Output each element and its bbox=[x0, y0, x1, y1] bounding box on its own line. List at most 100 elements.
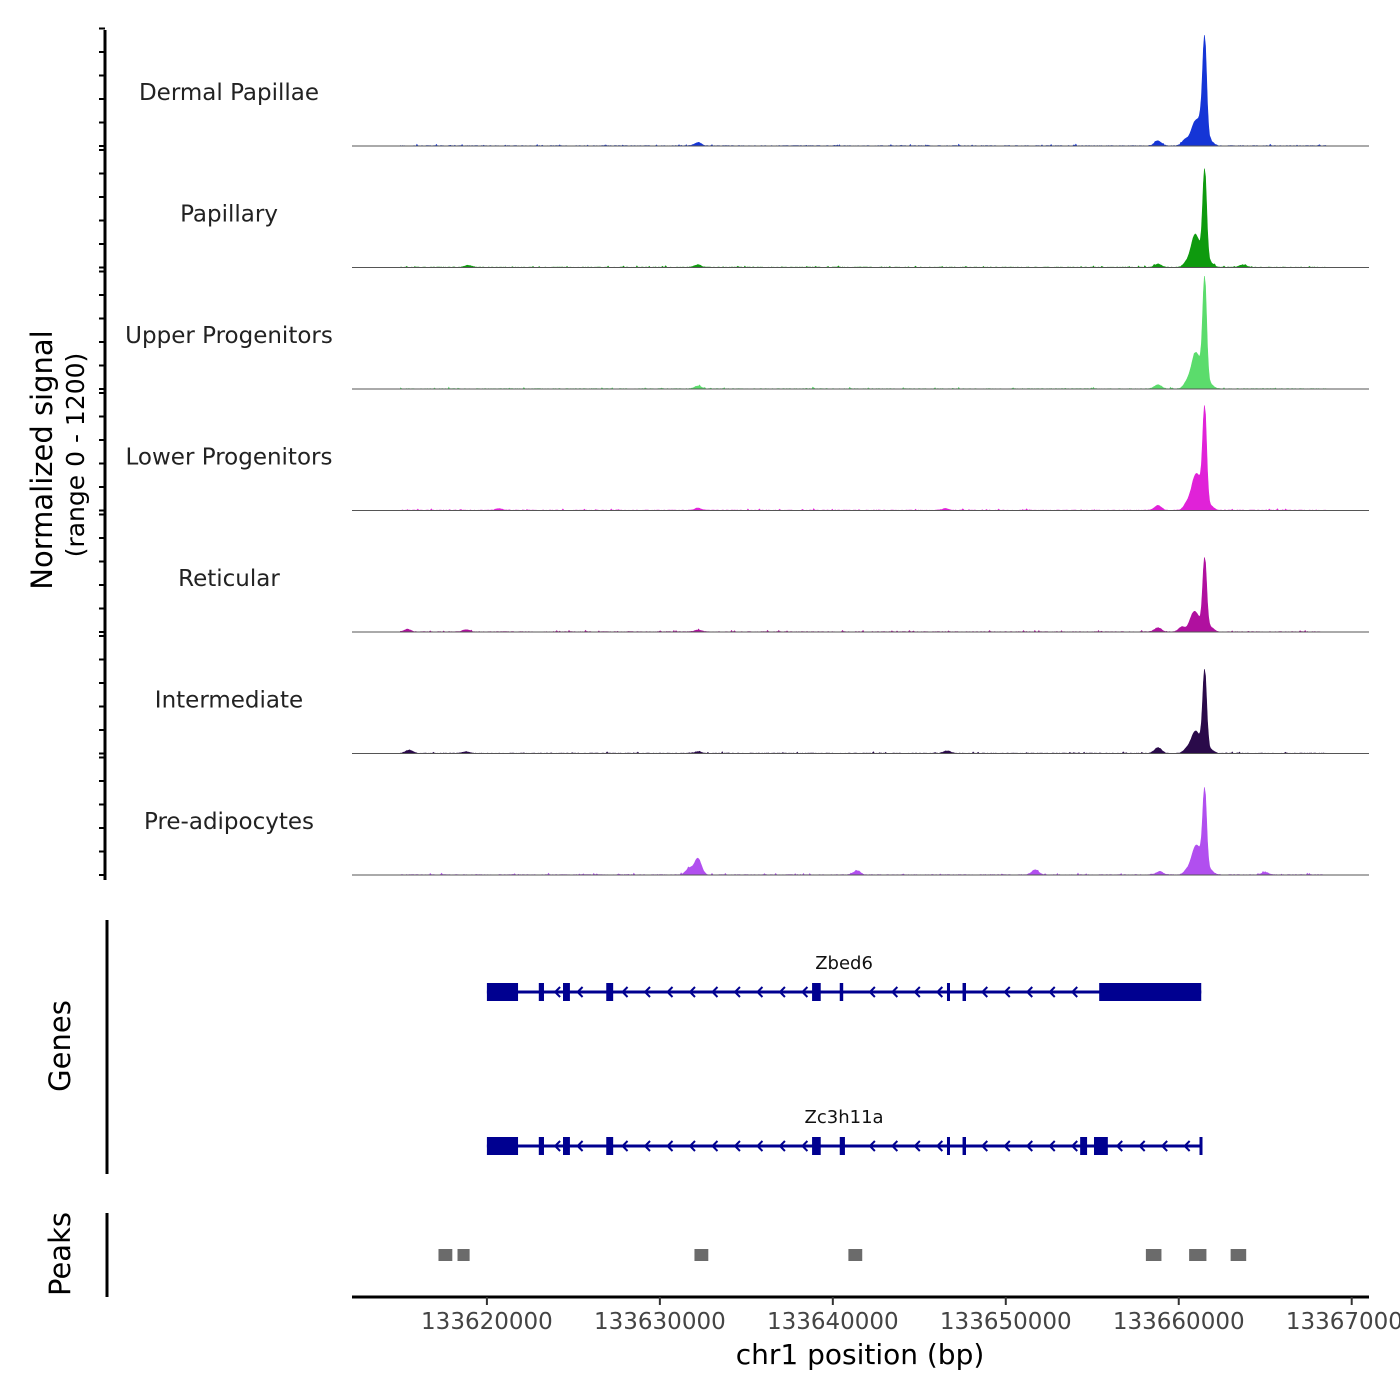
strand-arrow bbox=[1115, 1140, 1123, 1152]
exon-block bbox=[1093, 1137, 1108, 1155]
gene-track: Zbed6 Zc3h11a bbox=[486, 953, 1203, 1155]
signal-area bbox=[400, 168, 1327, 268]
genes-ylabel: Genes bbox=[43, 1000, 77, 1092]
exon-block bbox=[538, 983, 544, 1001]
x-tick-label: 133670000 bbox=[1286, 1309, 1400, 1335]
signal-area bbox=[400, 35, 1327, 147]
strand-arrow bbox=[980, 1140, 989, 1152]
track-label: Dermal Papillae bbox=[139, 80, 319, 106]
peak-region bbox=[438, 1249, 453, 1261]
signal-area bbox=[400, 275, 1327, 390]
strand-arrow bbox=[643, 986, 651, 998]
exon-block bbox=[839, 983, 844, 1001]
x-tick-label: 133660000 bbox=[1113, 1309, 1245, 1335]
strand-arrow bbox=[1025, 1140, 1033, 1152]
strand-arrow bbox=[666, 1140, 674, 1152]
strand-arrow bbox=[778, 1140, 786, 1152]
strand-arrow bbox=[1048, 986, 1056, 998]
strand-arrow bbox=[1003, 986, 1011, 998]
x-tick-label: 133640000 bbox=[767, 1309, 899, 1335]
exon-block bbox=[486, 1137, 519, 1155]
strand-arrow bbox=[980, 986, 989, 998]
peak-region bbox=[1145, 1249, 1162, 1261]
strand-arrow bbox=[1048, 1140, 1056, 1152]
strand-arrow bbox=[621, 986, 629, 998]
strand-arrow bbox=[801, 986, 809, 998]
exon-block bbox=[563, 1137, 570, 1155]
strand-arrow bbox=[1070, 1140, 1078, 1152]
strand-arrow bbox=[1003, 1140, 1011, 1152]
exon-block bbox=[486, 983, 519, 1001]
exon-block bbox=[1080, 1137, 1088, 1155]
strand-arrow bbox=[868, 986, 876, 998]
exon-block bbox=[962, 983, 967, 1001]
strand-arrow bbox=[621, 1140, 629, 1152]
strand-arrow bbox=[1160, 1140, 1168, 1152]
strand-arrow bbox=[643, 1140, 651, 1152]
strand-arrow bbox=[733, 986, 741, 998]
signal-area bbox=[400, 787, 1327, 876]
strand-arrow bbox=[733, 1140, 741, 1152]
x-tick-label: 133650000 bbox=[940, 1309, 1072, 1335]
signal-ylabel-line1: Normalized signal bbox=[25, 330, 59, 589]
exon-block bbox=[962, 1137, 967, 1155]
exon-block bbox=[1099, 983, 1202, 1001]
strand-arrow bbox=[801, 1140, 809, 1152]
strand-arrow bbox=[890, 986, 899, 998]
exon-block bbox=[812, 983, 821, 1001]
strand-arrow bbox=[576, 1140, 584, 1152]
strand-arrow bbox=[756, 1140, 764, 1152]
strand-arrow bbox=[935, 986, 944, 998]
signal-tracks: Dermal Papillae Papillary Upper Progenitor… bbox=[125, 35, 1369, 876]
strand-arrow bbox=[1025, 986, 1033, 998]
strand-arrow bbox=[553, 1140, 561, 1152]
strand-arrow bbox=[868, 1140, 876, 1152]
exon-block bbox=[1199, 1137, 1203, 1155]
strand-arrow bbox=[666, 986, 674, 998]
peak-region bbox=[457, 1249, 470, 1261]
strand-arrow bbox=[576, 986, 584, 998]
strand-arrow bbox=[1070, 986, 1078, 998]
exon-block bbox=[538, 1137, 544, 1155]
strand-arrow bbox=[890, 1140, 899, 1152]
track-label: Intermediate bbox=[155, 688, 303, 714]
exon-block bbox=[812, 1137, 821, 1155]
strand-arrow bbox=[688, 986, 696, 998]
exon-block bbox=[946, 983, 950, 1001]
peak-region bbox=[1230, 1249, 1247, 1261]
x-tick-label: 133630000 bbox=[594, 1309, 726, 1335]
strand-arrow bbox=[711, 1140, 719, 1152]
track-label: Upper Progenitors bbox=[125, 323, 333, 349]
peak-track bbox=[438, 1249, 1247, 1261]
peak-region bbox=[848, 1249, 863, 1261]
strand-arrow bbox=[688, 1140, 696, 1152]
exon-block bbox=[563, 983, 570, 1001]
exon-block bbox=[839, 1137, 845, 1155]
signal-ylabel-line2: (range 0 - 1200) bbox=[61, 353, 90, 558]
strand-arrow bbox=[913, 986, 921, 998]
strand-arrow bbox=[756, 986, 764, 998]
signal-area bbox=[400, 557, 1327, 633]
signal-y-axis bbox=[99, 27, 107, 880]
x-axis-label: chr1 position (bp) bbox=[736, 1338, 985, 1371]
signal-area bbox=[400, 669, 1327, 754]
exon-block bbox=[946, 1137, 950, 1155]
gene-name: Zc3h11a bbox=[805, 1107, 884, 1128]
peak-region bbox=[1189, 1249, 1207, 1261]
x-tick-label: 133620000 bbox=[421, 1309, 553, 1335]
track-label: Pre-adipocytes bbox=[144, 809, 314, 835]
exon-block bbox=[606, 1137, 614, 1155]
x-axis: 133620000 133630000 133640000 133650000 1336… bbox=[421, 1297, 1400, 1335]
signal-area bbox=[400, 405, 1327, 511]
strand-arrow bbox=[778, 986, 786, 998]
track-label: Reticular bbox=[178, 566, 280, 592]
track-label: Lower Progenitors bbox=[126, 445, 333, 471]
peaks-ylabel: Peaks bbox=[43, 1212, 77, 1296]
track-label: Papillary bbox=[180, 202, 278, 228]
strand-arrow bbox=[935, 1140, 944, 1152]
strand-arrow bbox=[1138, 1140, 1146, 1152]
peak-region bbox=[694, 1249, 709, 1261]
strand-arrow bbox=[913, 1140, 921, 1152]
strand-arrow bbox=[711, 986, 719, 998]
